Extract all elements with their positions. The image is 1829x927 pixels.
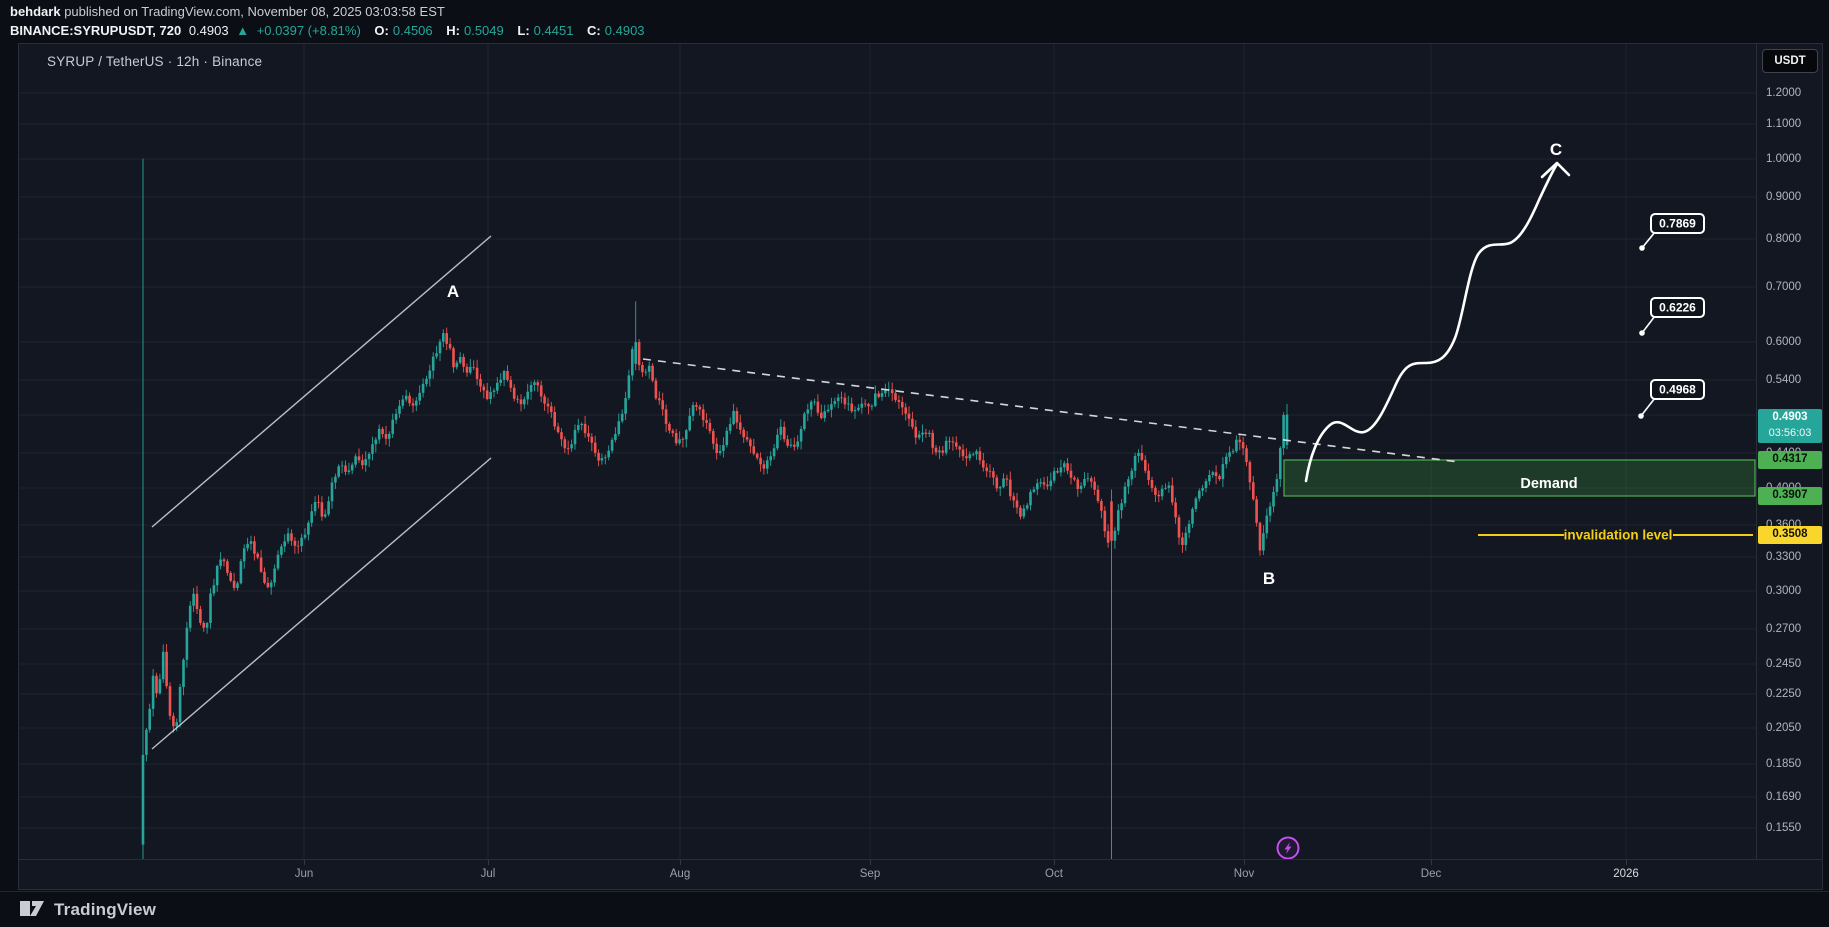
event-lightning-icon[interactable] xyxy=(1276,836,1300,859)
demand-zone: Demand xyxy=(1283,459,1756,497)
price-tick: 0.2250 xyxy=(1766,688,1802,700)
last-price-value: 0.4903 xyxy=(1772,411,1808,423)
wave-label-A: A xyxy=(447,282,459,301)
wave-label-C: C xyxy=(1550,140,1562,159)
low-value: 0.4451 xyxy=(533,23,574,39)
wave-label-B: B xyxy=(1263,569,1275,588)
tradingview-logo-text[interactable]: TradingView xyxy=(54,899,157,919)
price-tick: 1.1000 xyxy=(1766,118,1802,130)
time-tick-label: Dec xyxy=(1420,868,1442,880)
candlestick-series xyxy=(141,158,1289,859)
price-tick: 1.0000 xyxy=(1766,153,1802,165)
currency-toggle-button[interactable]: USDT xyxy=(1762,49,1818,73)
time-tick-mark xyxy=(680,860,681,865)
callout-price: 0.4968 xyxy=(1659,383,1696,397)
close-value: 0.4903 xyxy=(604,23,645,39)
time-tick-label: Sep xyxy=(859,868,881,880)
time-axis[interactable]: Jun Jul Aug Sep Oct Nov Dec 2026 xyxy=(19,859,1823,890)
bottom-bar: TradingView xyxy=(0,891,1829,927)
level-price-label-1: 0.3907 xyxy=(1758,487,1822,505)
time-tick-label: Aug xyxy=(669,868,691,880)
dashed-trendline xyxy=(642,358,1460,463)
close-label: C: xyxy=(587,23,601,39)
price-tick: 0.1550 xyxy=(1766,822,1802,834)
time-tick-label: Jun xyxy=(294,868,314,880)
price-tick: 0.6000 xyxy=(1766,336,1802,348)
price-tick: 0.5400 xyxy=(1766,374,1802,386)
time-tick-label: Jul xyxy=(480,868,496,880)
chart-canvas[interactable]: Demand invalidation level 0.7869 0.6226 0.49… xyxy=(19,44,1756,859)
price-tick: 0.1850 xyxy=(1766,758,1802,770)
grid-lines xyxy=(19,44,1756,859)
time-tick-label: Nov xyxy=(1233,868,1255,880)
level-price-label-2: 0.3508 xyxy=(1758,526,1822,544)
quote-change: +0.0397 (+8.81%) xyxy=(256,23,361,39)
invalidation-label: invalidation level xyxy=(1564,528,1673,543)
callout-anchor-dot xyxy=(1638,413,1644,419)
price-tick: 0.3300 xyxy=(1766,551,1802,563)
up-arrow-icon: ▲ xyxy=(236,23,250,39)
callout-price: 0.6226 xyxy=(1659,301,1696,315)
price-tick: 0.2050 xyxy=(1766,722,1802,734)
level-price-label-0: 0.4317 xyxy=(1758,451,1822,469)
chart-plot-area[interactable]: Demand invalidation level 0.7869 0.6226 0.49… xyxy=(19,44,1756,859)
arrow-head-icon xyxy=(1540,161,1571,179)
channel-line-lower xyxy=(151,457,492,750)
down-candle-bodies xyxy=(155,333,1262,727)
byline: behdark published on TradingView.com, No… xyxy=(10,3,649,21)
up-candle-bodies xyxy=(141,333,1289,845)
price-callout: 0.4968 xyxy=(1638,379,1705,419)
bar-countdown: 03:56:03 xyxy=(1768,427,1812,439)
price-tick: 0.9000 xyxy=(1766,191,1802,203)
quote-last-price: 0.4903 xyxy=(188,23,229,39)
price-tick: 0.2700 xyxy=(1766,623,1802,635)
time-tick-label: 2026 xyxy=(1613,868,1639,880)
demand-zone-label: Demand xyxy=(1520,476,1577,492)
open-label: O: xyxy=(374,23,389,39)
price-axis[interactable]: USDT 1.2000 1.1000 1.0000 0.9000 0.8000 0.700… xyxy=(1756,44,1823,859)
last-price-label: 0.4903 03:56:03 xyxy=(1758,409,1822,443)
open-value: 0.4506 xyxy=(392,23,433,39)
price-callout: 0.6226 xyxy=(1639,297,1705,336)
chart-title[interactable]: SYRUP / TetherUS · 12h · Binance xyxy=(47,54,263,69)
channel-line-upper xyxy=(151,235,492,528)
high-label: H: xyxy=(446,23,460,39)
time-tick-mark xyxy=(304,860,305,865)
tradingview-logo-icon[interactable] xyxy=(19,900,45,919)
time-tick-mark xyxy=(1244,860,1245,865)
price-tick: 0.2450 xyxy=(1766,658,1802,670)
byline-text: published on TradingView.com, November 0… xyxy=(60,4,445,19)
projection-arrow xyxy=(1304,161,1571,483)
time-tick-mark xyxy=(870,860,871,865)
price-tick: 1.2000 xyxy=(1766,87,1802,99)
callout-anchor-dot xyxy=(1639,245,1645,251)
symbol-interval: BINANCE:SYRUPUSDT, 720 xyxy=(10,23,182,39)
time-tick-mark xyxy=(1626,860,1627,865)
price-callout: 0.7869 xyxy=(1639,213,1705,251)
callout-anchor-dot xyxy=(1639,330,1645,336)
price-tick: 0.1690 xyxy=(1766,791,1802,803)
down-candle-wicks xyxy=(156,327,1261,859)
time-tick-mark xyxy=(1054,860,1055,865)
invalidation-level: invalidation level xyxy=(1478,528,1753,543)
chart-panel: Demand invalidation level 0.7869 0.6226 0.49… xyxy=(18,43,1823,890)
high-value: 0.5049 xyxy=(463,23,504,39)
price-tick: 0.7000 xyxy=(1766,281,1802,293)
time-tick-mark xyxy=(488,860,489,865)
price-tick: 0.8000 xyxy=(1766,233,1802,245)
callout-price: 0.7869 xyxy=(1659,217,1696,231)
author-name[interactable]: behdark xyxy=(10,4,61,19)
time-tick-mark xyxy=(1431,860,1432,865)
price-tick: 0.3000 xyxy=(1766,585,1802,597)
time-tick-label: Oct xyxy=(1045,868,1063,880)
low-label: L: xyxy=(517,23,530,39)
quote-line: BINANCE:SYRUPUSDT, 720 0.4903 ▲ +0.0397 … xyxy=(10,22,649,40)
snapshot-header: behdark published on TradingView.com, No… xyxy=(10,3,649,40)
